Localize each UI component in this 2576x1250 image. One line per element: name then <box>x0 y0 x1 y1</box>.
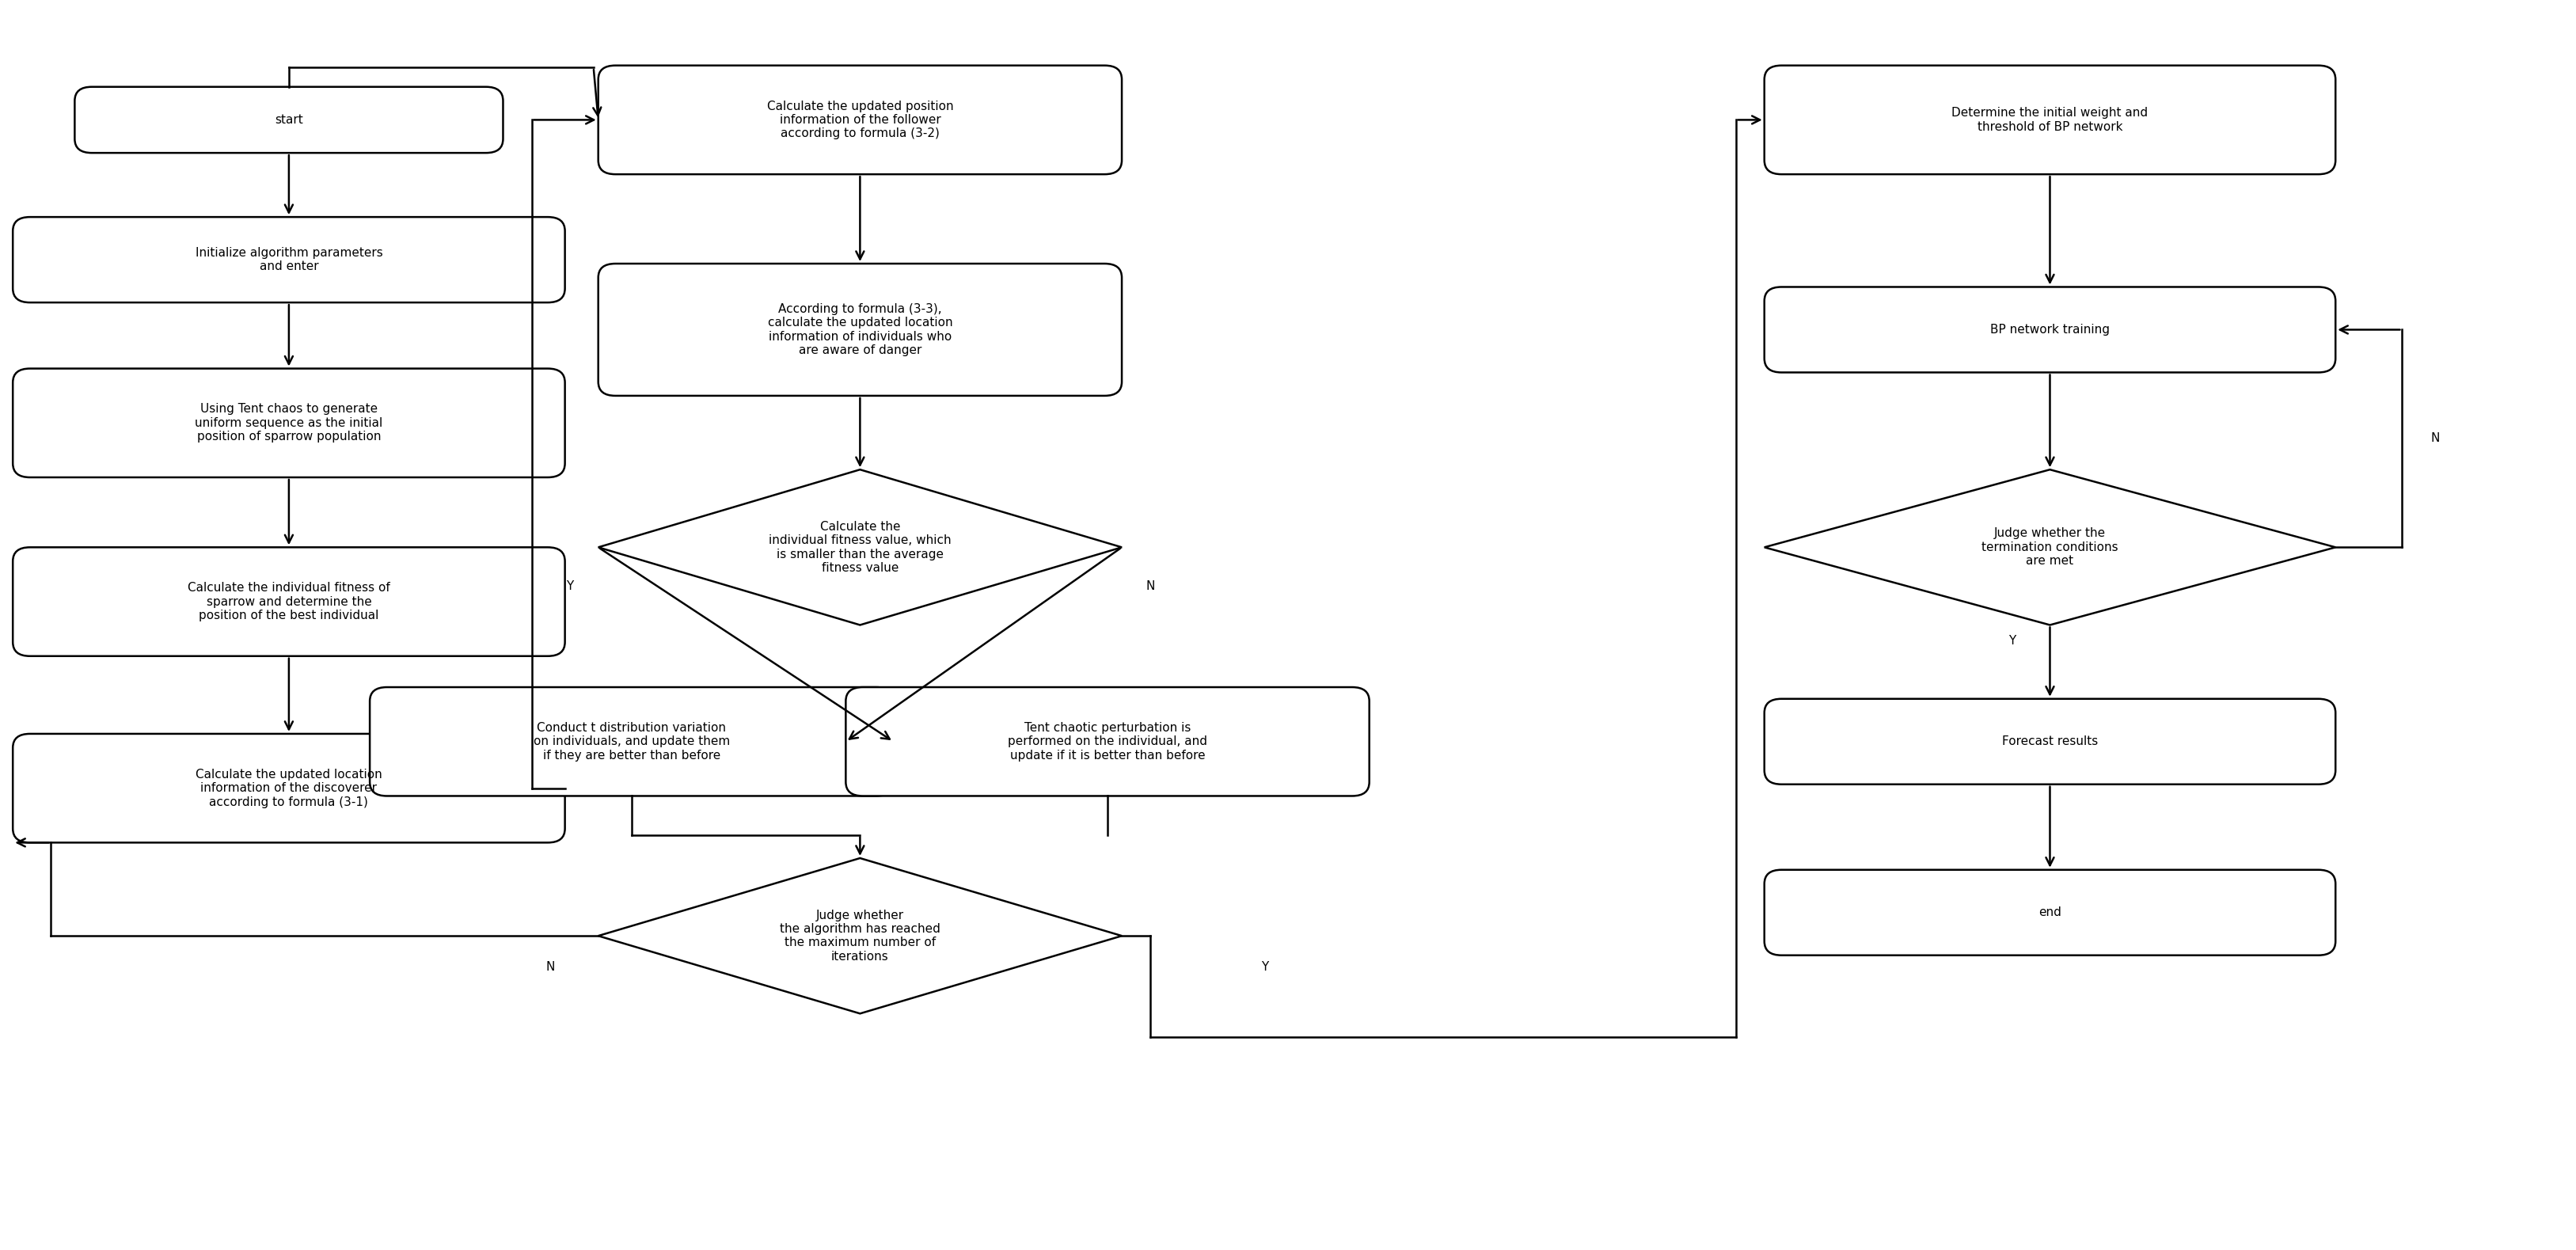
Text: Calculate the updated position
information of the follower
according to formula : Calculate the updated position informati… <box>768 100 953 140</box>
Text: Y: Y <box>1260 961 1267 972</box>
FancyBboxPatch shape <box>371 688 894 796</box>
FancyBboxPatch shape <box>1765 288 2334 372</box>
Text: BP network training: BP network training <box>1989 324 2110 336</box>
FancyBboxPatch shape <box>1765 65 2334 174</box>
Text: Y: Y <box>2007 635 2014 646</box>
FancyBboxPatch shape <box>1765 699 2334 784</box>
FancyBboxPatch shape <box>598 264 1121 396</box>
Polygon shape <box>598 859 1121 1014</box>
Text: N: N <box>1146 580 1154 592</box>
Text: Using Tent chaos to generate
uniform sequence as the initial
position of sparrow: Using Tent chaos to generate uniform seq… <box>196 404 384 442</box>
Text: Judge whether the
termination conditions
are met: Judge whether the termination conditions… <box>1981 528 2117 568</box>
Text: According to formula (3-3),
calculate the updated location
information of indivi: According to formula (3-3), calculate th… <box>768 302 953 356</box>
FancyBboxPatch shape <box>75 86 502 152</box>
Text: Judge whether
the algorithm has reached
the maximum number of
iterations: Judge whether the algorithm has reached … <box>781 909 940 963</box>
Text: N: N <box>546 961 554 972</box>
FancyBboxPatch shape <box>1765 870 2334 955</box>
Text: Initialize algorithm parameters
and enter: Initialize algorithm parameters and ente… <box>196 248 381 272</box>
Text: Tent chaotic perturbation is
performed on the individual, and
update if it is be: Tent chaotic perturbation is performed o… <box>1007 721 1208 761</box>
Polygon shape <box>598 470 1121 625</box>
Text: Forecast results: Forecast results <box>2002 736 2097 748</box>
Text: Calculate the individual fitness of
sparrow and determine the
position of the be: Calculate the individual fitness of spar… <box>188 582 389 621</box>
FancyBboxPatch shape <box>13 548 564 656</box>
Text: start: start <box>276 114 304 126</box>
Text: Y: Y <box>567 580 574 592</box>
Text: N: N <box>2429 432 2439 445</box>
Text: Calculate the
individual fitness value, which
is smaller than the average
fitnes: Calculate the individual fitness value, … <box>768 521 951 574</box>
Text: end: end <box>2038 906 2061 919</box>
Text: Calculate the updated location
information of the discoverer
according to formul: Calculate the updated location informati… <box>196 769 381 808</box>
FancyBboxPatch shape <box>13 217 564 302</box>
FancyBboxPatch shape <box>598 65 1121 174</box>
FancyBboxPatch shape <box>13 734 564 843</box>
FancyBboxPatch shape <box>13 369 564 478</box>
Text: Conduct t distribution variation
on individuals, and update them
if they are bet: Conduct t distribution variation on indi… <box>533 721 729 761</box>
Text: Determine the initial weight and
threshold of BP network: Determine the initial weight and thresho… <box>1950 107 2148 132</box>
Polygon shape <box>1765 470 2334 625</box>
FancyBboxPatch shape <box>845 688 1368 796</box>
